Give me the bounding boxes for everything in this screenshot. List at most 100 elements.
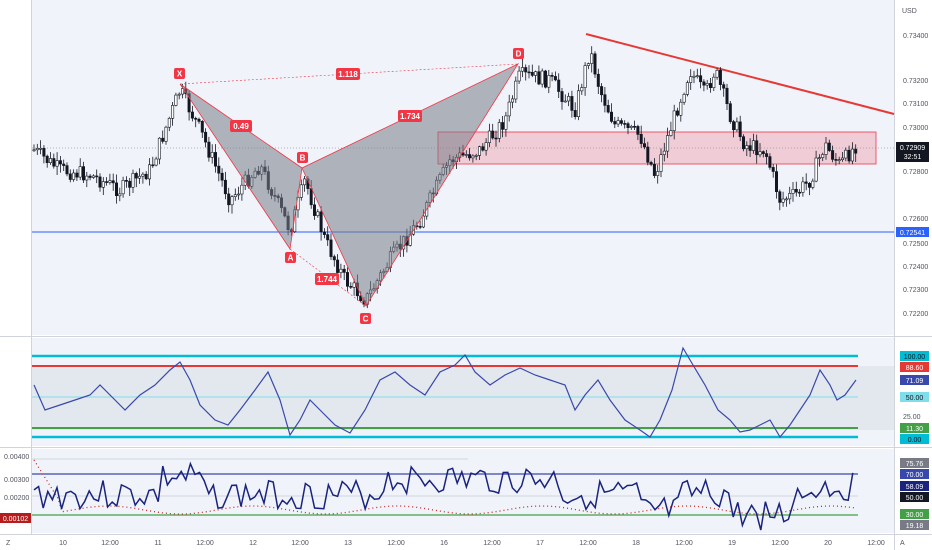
candle-body	[791, 189, 795, 194]
svg-text:11.30: 11.30	[906, 426, 923, 433]
osc-tag-2: 70.00	[900, 469, 929, 479]
candle-body	[39, 148, 43, 150]
osc-tag-3: 58.09	[900, 481, 929, 491]
time-axis-label: 19	[728, 540, 736, 547]
trend-line[interactable]	[585, 33, 895, 115]
candle-body	[85, 175, 89, 181]
candle-body	[477, 146, 481, 156]
price-axis-label: 0.72600	[903, 216, 928, 223]
candle-body	[788, 193, 792, 200]
candle-body	[418, 226, 422, 228]
candle-body	[570, 96, 574, 111]
candle-body	[699, 75, 703, 83]
candle-body	[689, 76, 693, 83]
ratio-label-ac[interactable]: 1.744	[315, 273, 339, 285]
svg-text:1.118: 1.118	[338, 70, 358, 79]
candle-body	[101, 181, 105, 188]
candle-body	[616, 120, 620, 125]
time-axis-label: 16	[440, 540, 448, 547]
svg-text:D: D	[516, 50, 522, 59]
svg-text:X: X	[177, 70, 183, 79]
candlestick-series	[32, 46, 858, 309]
price-axis[interactable]: 0.73400 0.73200 0.73100 0.73000 0.72800 0.726…	[903, 33, 928, 318]
time-axis-label: 18	[632, 540, 640, 547]
candle-body	[345, 272, 349, 287]
candle-body	[751, 140, 755, 151]
candle-body	[154, 158, 158, 166]
candle-body	[58, 160, 62, 165]
candle-body	[732, 121, 736, 131]
svg-text:88.60: 88.60	[906, 365, 924, 372]
candle-body	[794, 189, 798, 193]
candle-body	[543, 70, 547, 88]
candle-body	[656, 171, 660, 176]
pattern-label-d[interactable]: D	[513, 48, 524, 59]
candle-body	[550, 75, 554, 77]
pattern-label-c[interactable]: C	[360, 313, 371, 324]
ratio-label-xd[interactable]: 1.118	[336, 68, 360, 80]
osc-axis-3: 0.00200	[4, 495, 29, 502]
candle-body	[464, 154, 468, 156]
candle-body	[834, 159, 838, 161]
candle-body	[108, 180, 112, 183]
candle-body	[646, 146, 650, 163]
svg-text:C: C	[363, 315, 369, 324]
candle-body	[220, 172, 224, 181]
candle-body	[666, 135, 670, 152]
candle-body	[679, 101, 683, 116]
svg-text:0.00: 0.00	[908, 437, 922, 444]
candle-body	[494, 137, 498, 140]
candle-body	[821, 154, 825, 158]
candle-body	[573, 110, 577, 118]
time-axis-label: 12:00	[771, 540, 789, 547]
candle-body	[609, 111, 613, 122]
pattern-label-x[interactable]: X	[174, 68, 185, 79]
candle-body	[349, 285, 353, 288]
svg-text:71.09: 71.09	[906, 378, 924, 385]
candle-body	[669, 130, 673, 136]
time-axis-label: 12:00	[387, 540, 405, 547]
candle-body	[91, 175, 95, 178]
candle-body	[352, 282, 356, 288]
rsi-tag-lower: 11.30	[900, 423, 929, 433]
oscillator-pane[interactable]	[32, 449, 894, 533]
candle-body	[510, 98, 514, 103]
candle-body	[675, 110, 679, 116]
candle-body	[758, 151, 762, 156]
candle-body	[778, 191, 782, 203]
pattern-label-b[interactable]: B	[297, 152, 308, 163]
candle-body	[421, 215, 425, 228]
price-axis-label: 0.72400	[903, 264, 928, 271]
ratio-label-bd[interactable]: 1.734	[398, 110, 422, 122]
candle-body	[507, 101, 511, 117]
candle-body	[161, 137, 165, 142]
pattern-label-a[interactable]: A	[285, 252, 296, 263]
time-axis[interactable]: 10 12:00 11 12:00 12 12:00 13 12:00 16 12:00 17 12:…	[59, 540, 885, 547]
svg-text:0.00102: 0.00102	[3, 516, 28, 523]
price-axis-label: 0.72200	[903, 311, 928, 318]
svg-text:100.00: 100.00	[904, 354, 926, 361]
candle-body	[336, 259, 340, 273]
candle-body	[309, 188, 313, 206]
candle-body	[827, 142, 831, 151]
candle-body	[659, 154, 663, 172]
candle-body	[560, 91, 564, 102]
candle-body	[167, 118, 171, 128]
svg-text:75.76: 75.76	[906, 461, 924, 468]
osc-tag-5: 30.00	[900, 509, 929, 519]
rsi-line	[33, 346, 857, 439]
price-pane[interactable]	[32, 0, 894, 335]
candle-body	[642, 143, 646, 148]
candle-body	[850, 148, 854, 162]
time-axis-label: 11	[154, 540, 161, 547]
candle-body	[722, 84, 726, 89]
candle-body	[55, 160, 59, 167]
candle-body	[68, 173, 72, 180]
candle-body	[240, 184, 244, 195]
candle-body	[32, 149, 36, 152]
candle-body	[111, 180, 115, 184]
support-price-tag: 0.72541	[896, 227, 929, 237]
ratio-label-xb[interactable]: 0.49	[230, 120, 252, 132]
candle-body	[606, 105, 610, 113]
